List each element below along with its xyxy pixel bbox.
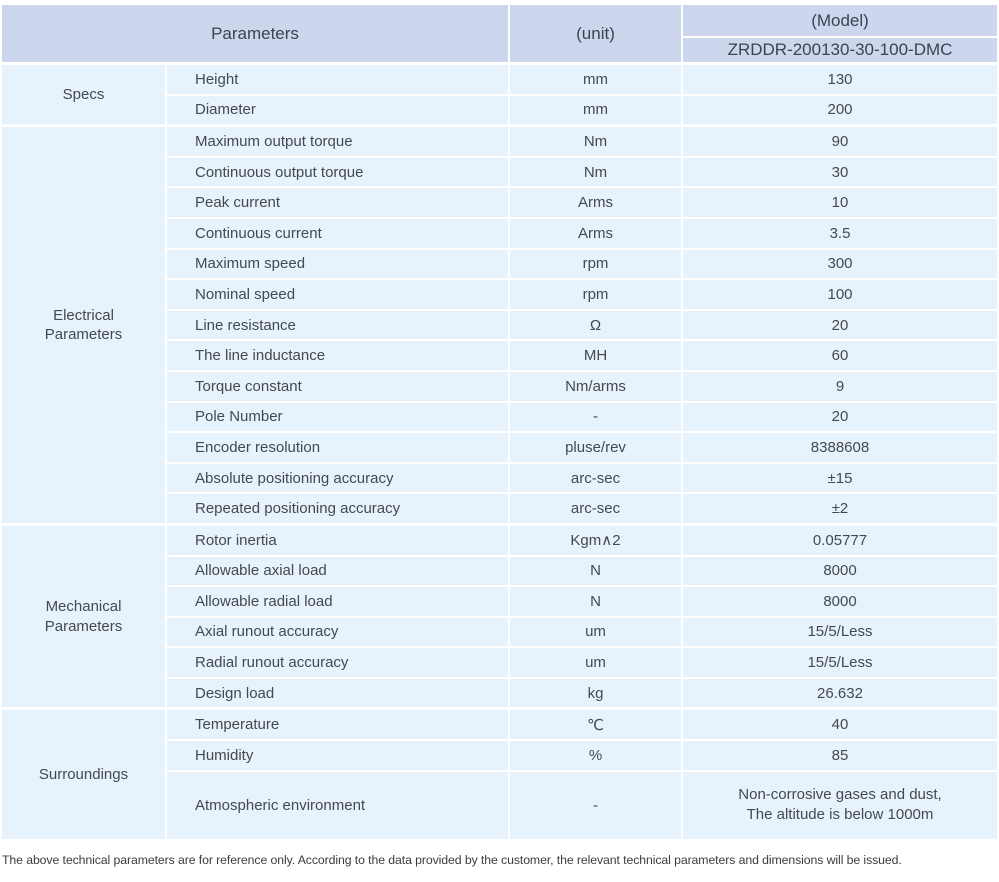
param-value: 30 (683, 157, 997, 187)
param-name: Peak current (167, 188, 508, 217)
param-value: 60 (683, 341, 997, 370)
param-value: 40 (683, 710, 997, 740)
param-value: 8000 (683, 556, 997, 586)
param-name: Humidity (167, 741, 508, 770)
param-unit: rpm (510, 249, 681, 279)
param-unit: - (510, 402, 681, 432)
param-name: Maximum output torque (167, 127, 508, 156)
param-unit: Kgm∧2 (510, 525, 681, 555)
param-value: 15/5/Less (683, 648, 997, 677)
spec-table: Parameters (unit) (Model) ZRDDR-200130-3… (2, 5, 997, 839)
param-value: 20 (683, 402, 997, 432)
param-name: Design load (167, 678, 508, 708)
param-name: Continuous current (167, 218, 508, 248)
param-unit: N (510, 556, 681, 586)
param-value: 3.5 (683, 218, 997, 248)
param-name: Temperature (167, 710, 508, 740)
param-value: 8000 (683, 587, 997, 616)
param-value: 26.632 (683, 678, 997, 708)
section-electrical: Electrical Parameters Maximum output tor… (2, 127, 997, 523)
param-value: 20 (683, 310, 997, 340)
table-header: Parameters (unit) (Model) ZRDDR-200130-3… (2, 5, 997, 62)
param-unit: % (510, 741, 681, 770)
param-name: Line resistance (167, 310, 508, 340)
param-unit: Nm/arms (510, 371, 681, 401)
group-label: Electrical Parameters (2, 127, 165, 523)
param-unit: Arms (510, 188, 681, 217)
group-label: Specs (2, 65, 165, 125)
param-value: 15/5/Less (683, 617, 997, 647)
param-name: Allowable axial load (167, 556, 508, 586)
param-name: Absolute positioning accuracy (167, 463, 508, 493)
param-name: Nominal speed (167, 280, 508, 309)
header-unit: (unit) (510, 5, 681, 62)
param-name: Pole Number (167, 402, 508, 432)
param-value: Non-corrosive gases and dust, The altitu… (683, 771, 997, 839)
group-label: Mechanical Parameters (2, 525, 165, 708)
param-unit: um (510, 648, 681, 677)
section-mechanical: Mechanical Parameters Rotor inertia Kgm∧… (2, 525, 997, 708)
param-unit: Ω (510, 310, 681, 340)
param-value: 8388608 (683, 433, 997, 462)
param-value: 200 (683, 95, 997, 125)
header-model: (Model) (683, 5, 997, 36)
param-value: 85 (683, 741, 997, 770)
param-unit: Nm (510, 157, 681, 187)
param-name: Allowable radial load (167, 587, 508, 616)
param-value: ±2 (683, 494, 997, 523)
param-name: Maximum speed (167, 249, 508, 279)
footer-note: The above technical parameters are for r… (2, 852, 902, 867)
param-value: 9 (683, 371, 997, 401)
param-name: Torque constant (167, 371, 508, 401)
param-unit: Arms (510, 218, 681, 248)
param-unit: Nm (510, 127, 681, 156)
param-unit: - (510, 771, 681, 839)
param-value: 10 (683, 188, 997, 217)
param-value: 0.05777 (683, 525, 997, 555)
param-name: Repeated positioning accuracy (167, 494, 508, 523)
param-name: Atmospheric environment (167, 771, 508, 839)
param-unit: ℃ (510, 710, 681, 740)
param-unit: N (510, 587, 681, 616)
param-unit: arc-sec (510, 494, 681, 523)
param-name: Rotor inertia (167, 525, 508, 555)
param-unit: MH (510, 341, 681, 370)
param-unit: pluse/rev (510, 433, 681, 462)
param-name: Diameter (167, 95, 508, 125)
param-unit: kg (510, 678, 681, 708)
param-name: Radial runout accuracy (167, 648, 508, 677)
param-unit: rpm (510, 280, 681, 309)
param-unit: mm (510, 95, 681, 125)
param-name: Encoder resolution (167, 433, 508, 462)
param-value: 300 (683, 249, 997, 279)
param-value: 90 (683, 127, 997, 156)
param-unit: arc-sec (510, 463, 681, 493)
section-specs: Specs Height mm 130 Diameter mm 200 (2, 65, 997, 125)
param-name: Axial runout accuracy (167, 617, 508, 647)
header-parameters: Parameters (2, 5, 508, 62)
param-unit: mm (510, 65, 681, 94)
param-name: Height (167, 65, 508, 94)
param-name: Continuous output torque (167, 157, 508, 187)
param-value: 100 (683, 280, 997, 309)
param-value: 130 (683, 65, 997, 94)
param-value: ±15 (683, 463, 997, 493)
param-name: The line inductance (167, 341, 508, 370)
param-unit: um (510, 617, 681, 647)
header-model-number: ZRDDR-200130-30-100-DMC (683, 38, 997, 62)
group-label: Surroundings (2, 710, 165, 839)
section-surroundings: Surroundings Temperature ℃ 40 Humidity %… (2, 710, 997, 839)
